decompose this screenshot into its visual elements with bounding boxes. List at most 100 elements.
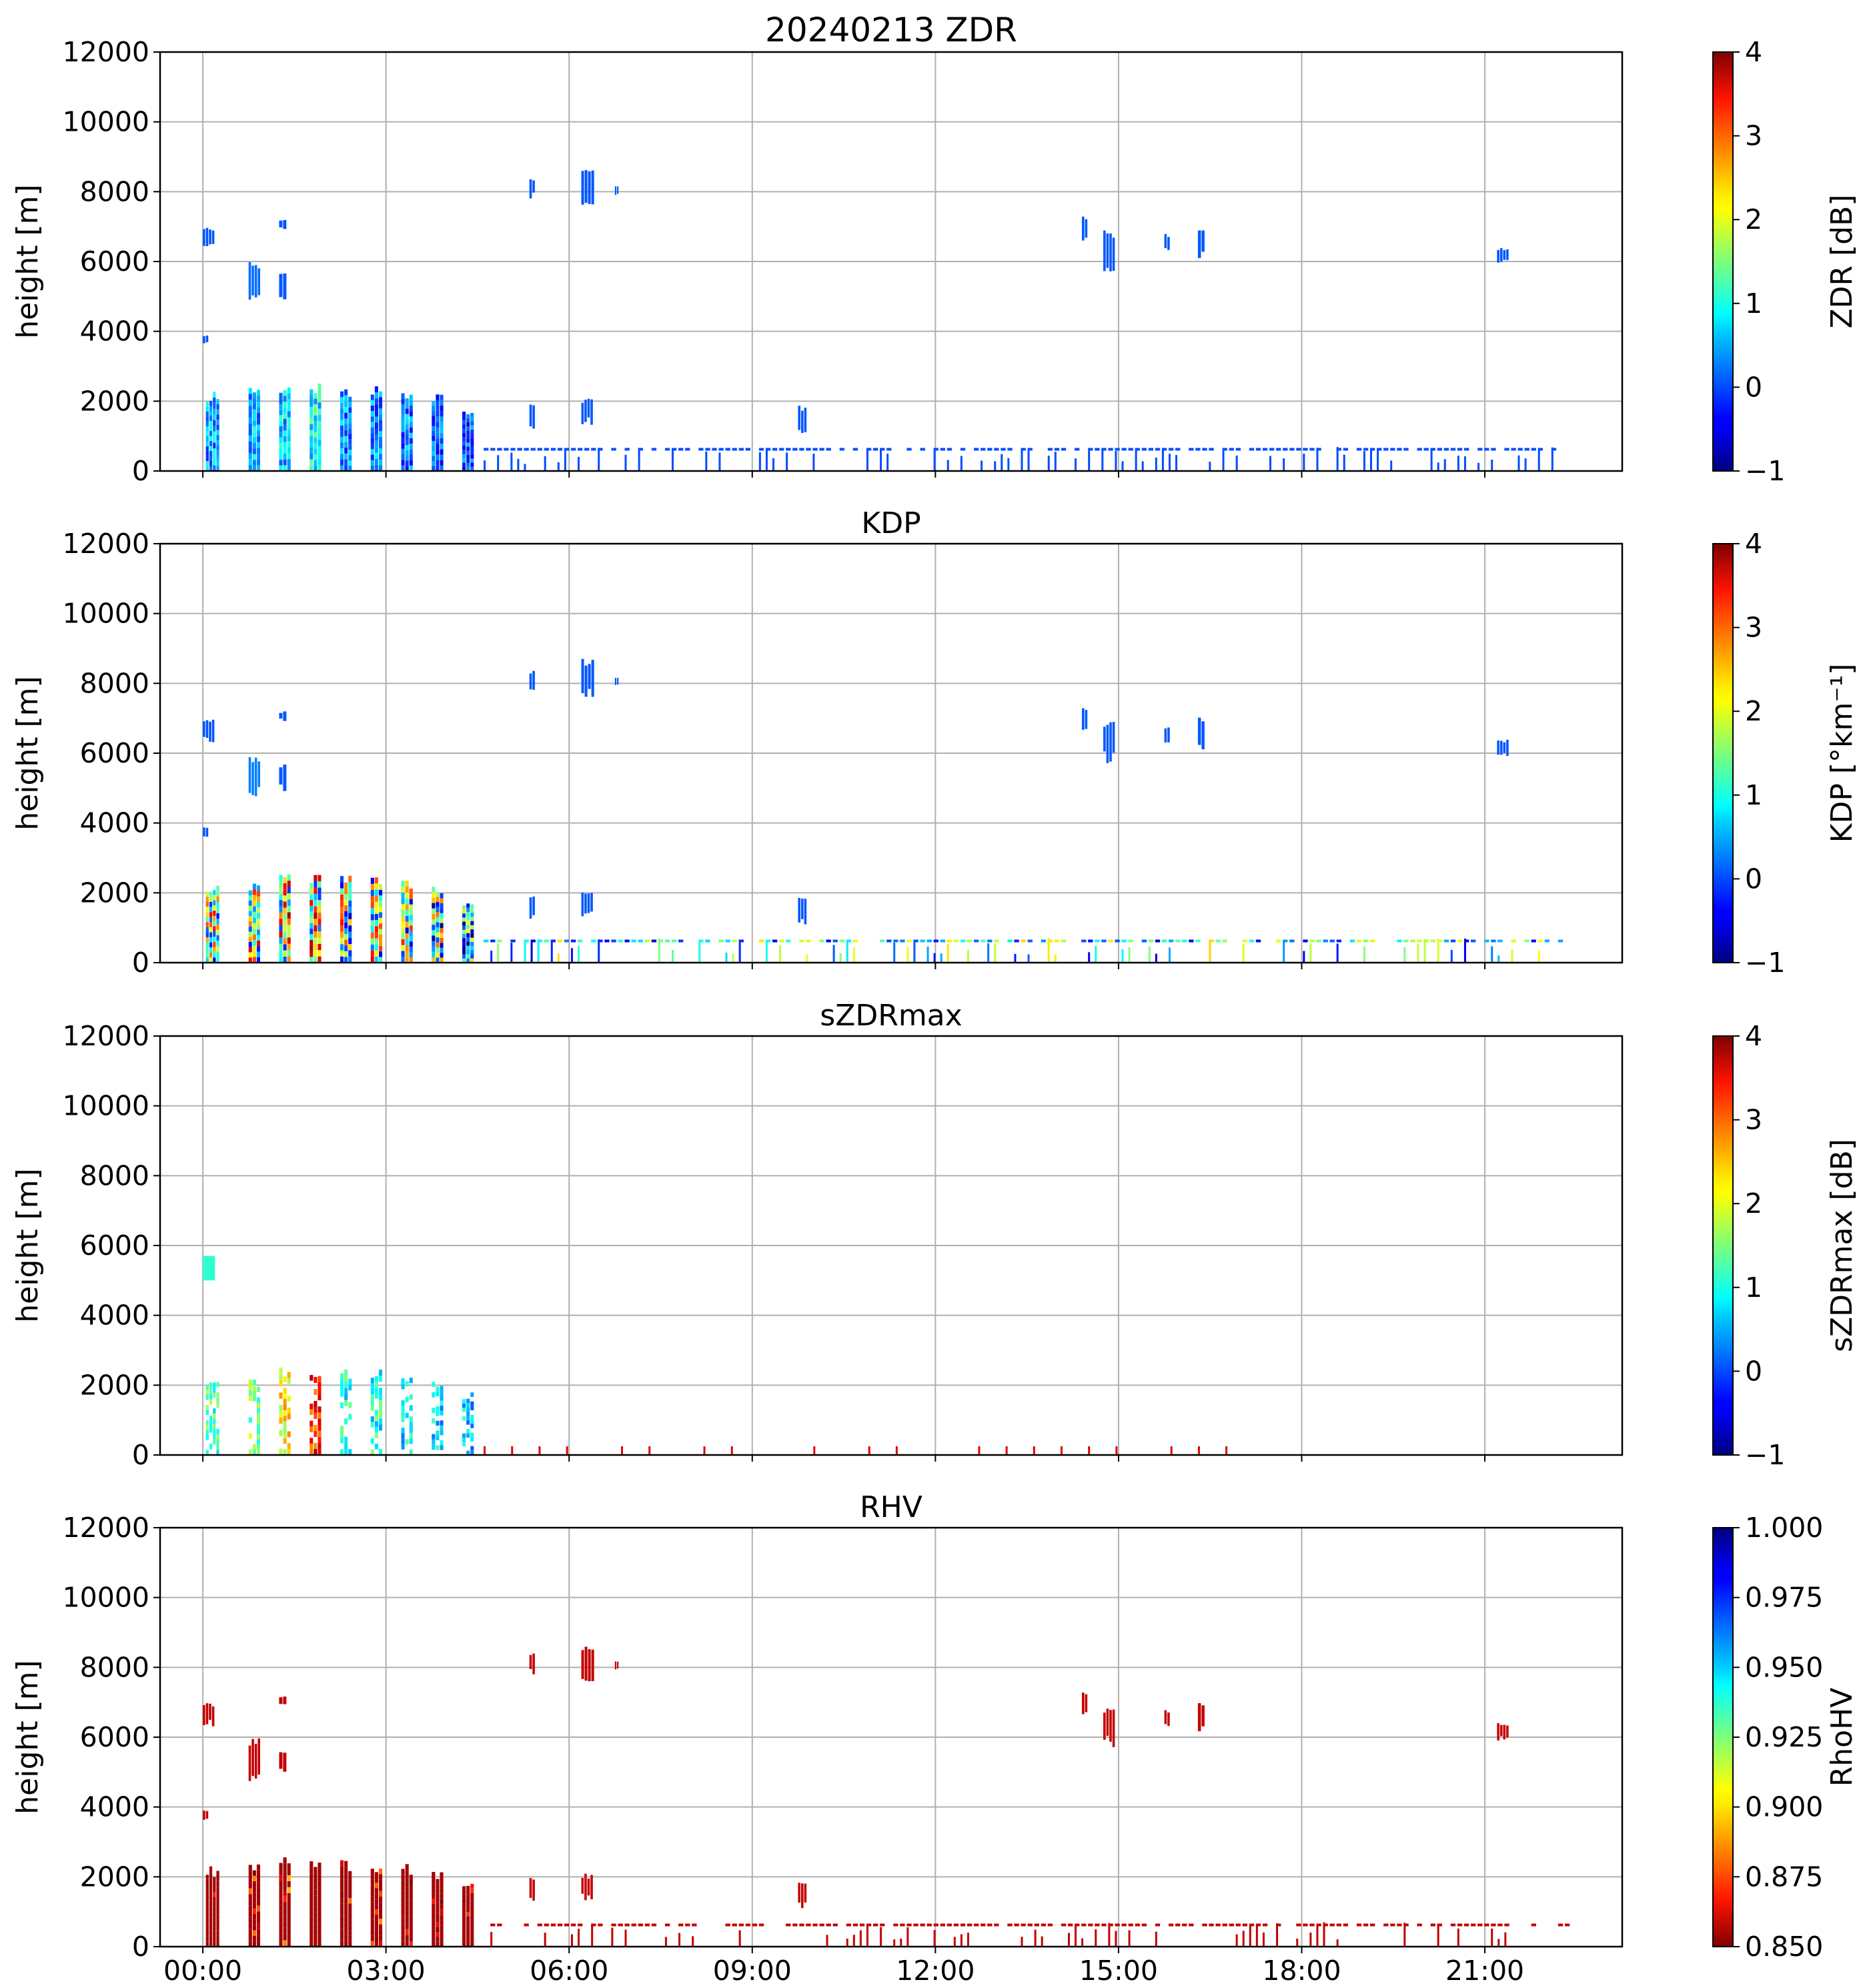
low-echo-cell [1283,458,1285,471]
convective-cell [409,1921,413,1927]
low-band-cell [786,939,791,943]
convective-cell [283,419,287,425]
low-band-cell [1155,448,1161,451]
convective-cell [279,912,283,919]
convective-cell [279,448,283,454]
convective-cell [370,950,374,957]
convective-cell [462,917,466,922]
low-band-cell [926,939,932,943]
low-band-cell [779,939,784,943]
convective-cell [213,1388,216,1393]
low-band-cell [1255,939,1261,943]
convective-cell [370,422,374,428]
convective-cell [340,944,344,951]
convective-cell [205,891,209,897]
echo-cell [248,757,251,793]
convective-cell [409,1875,413,1880]
convective-cell [462,1942,466,1947]
convective-cell [432,957,436,963]
convective-cell [314,893,318,901]
low-band-cell [812,448,818,451]
convective-cell [248,1894,252,1900]
convective-cell [216,924,219,930]
convective-cell [466,929,470,933]
low-band-cell [826,1923,831,1927]
low-band-cell [839,448,844,451]
convective-cell [287,447,291,454]
convective-cell [283,402,287,408]
colorbar-tick-label: 0.950 [1745,1651,1823,1683]
low-echo-cell [1249,1925,1251,1947]
convective-cell [213,926,216,932]
low-band-cell [1303,1923,1308,1927]
convective-cell [370,908,374,915]
low-band-cell [940,939,945,943]
convective-cell [344,1873,348,1880]
low-band-cell [1309,1923,1315,1927]
low-band-cell [1001,448,1006,451]
low-echo-cell [906,1927,909,1947]
convective-cell [409,438,413,444]
convective-cell [378,1913,383,1919]
convective-cell [348,412,352,418]
low-band-cell [1336,1923,1341,1927]
convective-cell [409,449,413,455]
convective-cell [256,1888,261,1894]
convective-cell [283,430,287,437]
convective-cell [344,1928,348,1935]
convective-cell [378,1924,383,1930]
convective-cell [409,888,413,894]
convective-cell [213,936,216,942]
convective-cell [344,939,348,946]
convective-cell [462,450,466,454]
convective-cell [401,915,405,922]
low-band-cell [765,939,771,943]
convective-cell [287,405,291,412]
convective-cell [370,1378,374,1384]
low-echo-cell [638,448,640,471]
convective-cell [340,1402,344,1409]
y-tick-label: 4000 [80,1791,149,1823]
convective-cell [287,387,291,394]
convective-cell [213,1382,216,1388]
convective-cell [466,949,470,955]
echo-cell [279,274,283,298]
convective-cell [287,1431,291,1438]
echo-cell [581,892,584,917]
low-echo-cell [578,1929,580,1947]
convective-cell [378,459,383,466]
convective-cell [436,444,440,450]
convective-cell [314,912,318,919]
convective-cell [378,1412,383,1419]
convective-cell [340,1432,344,1438]
low-band-cell [530,448,536,451]
convective-cell [436,460,440,466]
convective-cell [432,930,436,936]
convective-cell [279,893,283,901]
convective-cell [405,915,409,922]
convective-cell [374,452,378,459]
convective-cell [248,957,252,963]
convective-cell [462,1938,466,1943]
convective-cell [216,440,219,446]
convective-cell [205,922,209,927]
low-band-cell [1255,448,1261,451]
convective-cell [209,1427,213,1433]
convective-cell [344,928,348,935]
convective-cell [209,1444,213,1450]
low-band-cell [1189,939,1194,943]
convective-cell [409,936,413,942]
convective-cell [462,905,466,910]
convective-cell [344,448,348,454]
convective-cell [370,926,374,933]
echo-cell [1112,1709,1115,1747]
echo-cell [1497,1723,1499,1741]
low-band-cell [1148,448,1154,451]
convective-cell [344,1940,348,1947]
low-echo-cell [1497,1939,1500,1947]
convective-cell [374,464,378,471]
convective-cell [216,455,219,461]
echo-cell [1164,1710,1167,1724]
convective-cell [466,466,470,471]
echo-cell [211,719,215,742]
